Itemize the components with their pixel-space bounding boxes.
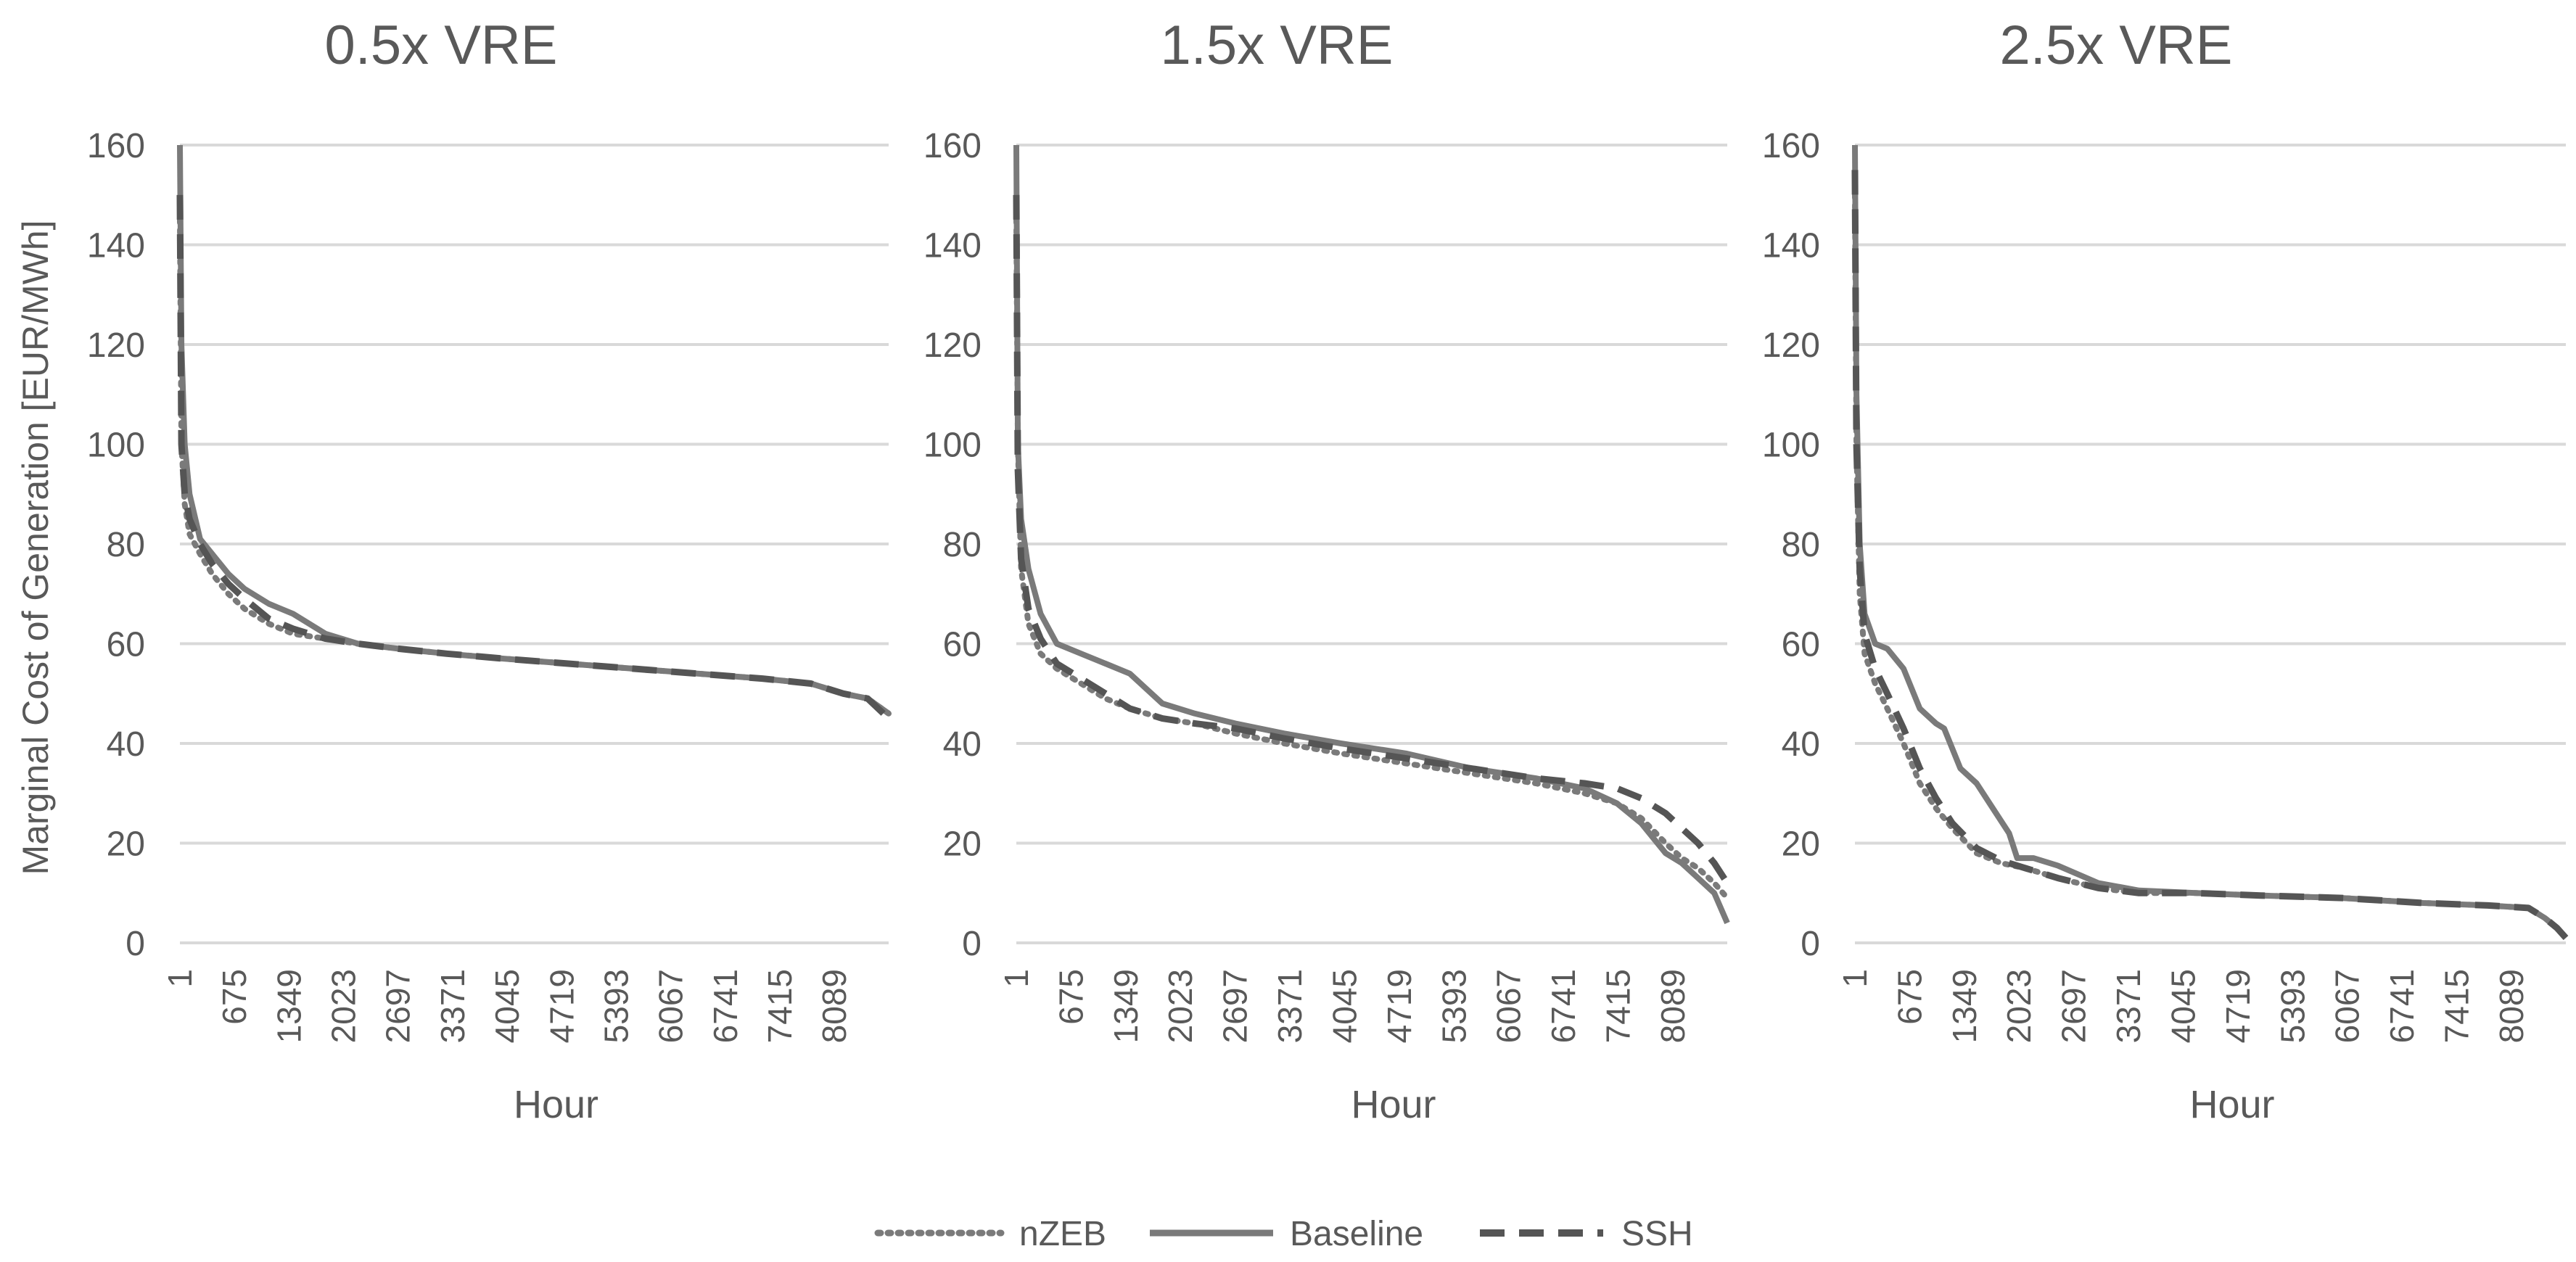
x-tick-label: 8089 [2493, 969, 2530, 1043]
x-tick-label: 4719 [543, 969, 580, 1043]
y-tick-label: 60 [943, 626, 982, 664]
x-tick-label: 5393 [2273, 969, 2311, 1043]
y-tick-label: 80 [943, 526, 982, 564]
x-tick-label: 6741 [707, 969, 744, 1043]
y-tick-label: 160 [923, 127, 982, 165]
series-line-ssh [1013, 194, 1730, 885]
x-tick-label: 4045 [488, 969, 526, 1043]
y-tick-label: 80 [107, 526, 145, 564]
legend-label-ssh: SSH [1621, 1215, 1693, 1253]
y-tick-label: 40 [107, 725, 145, 764]
x-tick-label: 8089 [815, 969, 853, 1043]
x-tick-label: 1 [1836, 969, 1874, 988]
y-tick-label: 40 [1782, 725, 1820, 764]
x-axis-label: Hour [514, 1083, 598, 1126]
panel-title: 0.5x VRE [324, 15, 557, 76]
x-tick-label: 7415 [2438, 969, 2476, 1043]
y-tick-label: 100 [1762, 426, 1820, 465]
x-tick-label: 8089 [1654, 969, 1692, 1043]
x-tick-label: 3371 [1271, 969, 1309, 1043]
x-tick-label: 6067 [652, 969, 690, 1043]
y-tick-label: 20 [107, 825, 145, 864]
x-tick-label: 2697 [1217, 969, 1254, 1043]
x-tick-label: 4045 [1325, 969, 1363, 1043]
y-tick-label: 0 [1801, 925, 1820, 963]
x-tick-label: 675 [1052, 969, 1090, 1025]
y-tick-label: 140 [923, 227, 982, 265]
x-tick-label: 4719 [1380, 969, 1418, 1043]
y-tick-label: 160 [87, 127, 145, 165]
x-tick-label: 2697 [2055, 969, 2093, 1043]
series-line-ssh [1851, 170, 2569, 941]
series-line-nzeb [1013, 217, 1730, 902]
x-tick-label: 2697 [379, 969, 417, 1043]
x-tick-label: 675 [215, 969, 253, 1025]
x-tick-label: 6067 [1490, 969, 1528, 1043]
x-tick-label: 6741 [2383, 969, 2421, 1043]
y-tick-label: 140 [1762, 227, 1820, 265]
y-tick-label: 20 [1782, 825, 1820, 864]
x-tick-label: 6741 [1544, 969, 1582, 1043]
x-tick-label: 3371 [2110, 969, 2147, 1043]
x-tick-label: 7415 [761, 969, 799, 1043]
x-tick-label: 1349 [1946, 969, 1983, 1043]
y-tick-label: 100 [87, 426, 145, 465]
y-tick-label: 120 [87, 326, 145, 365]
x-tick-label: 7415 [1600, 969, 1637, 1043]
y-tick-label: 20 [943, 825, 982, 864]
y-tick-label: 0 [962, 925, 982, 963]
y-tick-label: 120 [923, 326, 982, 365]
x-tick-label: 675 [1890, 969, 1928, 1025]
y-tick-label: 140 [87, 227, 145, 265]
legend-label-baseline: Baseline [1290, 1215, 1423, 1253]
y-tick-label: 120 [1762, 326, 1820, 365]
x-tick-label: 1 [997, 969, 1035, 988]
y-tick-label: 40 [943, 725, 982, 764]
x-tick-label: 1349 [1107, 969, 1145, 1043]
y-tick-label: 0 [125, 925, 145, 963]
x-tick-label: 5393 [1435, 969, 1473, 1043]
series-line-baseline [1013, 144, 1730, 925]
x-tick-label: 1349 [270, 969, 308, 1043]
panel-title: 1.5x VRE [1160, 15, 1393, 76]
chart-panel-1: 0.5x VRE 0 20 40 60 80 100 120 140 160 1 675 1349 202… [87, 15, 892, 1126]
y-tick-label: 100 [923, 426, 982, 465]
x-tick-label: 5393 [597, 969, 635, 1043]
x-axis-label: Hour [1351, 1083, 1436, 1126]
x-axis-label: Hour [2189, 1083, 2274, 1126]
panel-title: 2.5x VRE [1999, 15, 2232, 76]
x-tick-label: 6067 [2329, 969, 2366, 1043]
x-tick-label: 4719 [2219, 969, 2257, 1043]
x-tick-label: 2023 [2000, 969, 2038, 1043]
x-tick-label: 4045 [2164, 969, 2202, 1043]
chart-panel-2: 1.5x VRE 0 20 40 60 80 100 120 140 160 1 675 1349 202… [923, 15, 1730, 1126]
series-line-baseline [177, 144, 891, 717]
y-tick-label: 160 [1762, 127, 1820, 165]
x-tick-label: 1 [161, 969, 199, 988]
y-tick-label: 80 [1782, 526, 1820, 564]
x-tick-label: 3371 [434, 969, 472, 1043]
y-tick-label: 60 [107, 626, 145, 664]
legend: nZEB Baseline SSH [874, 1215, 1693, 1253]
legend-label-nzeb: nZEB [1019, 1215, 1106, 1253]
x-tick-label: 2023 [1161, 969, 1199, 1043]
chart-panel-3: 2.5x VRE 0 20 40 60 80 100 120 140 160 1 675 1349 202… [1762, 15, 2569, 1126]
y-axis-label: Marginal Cost of Generation [EUR/MWh] [15, 220, 56, 875]
x-tick-label: 2023 [325, 969, 363, 1043]
y-tick-label: 60 [1782, 626, 1820, 664]
